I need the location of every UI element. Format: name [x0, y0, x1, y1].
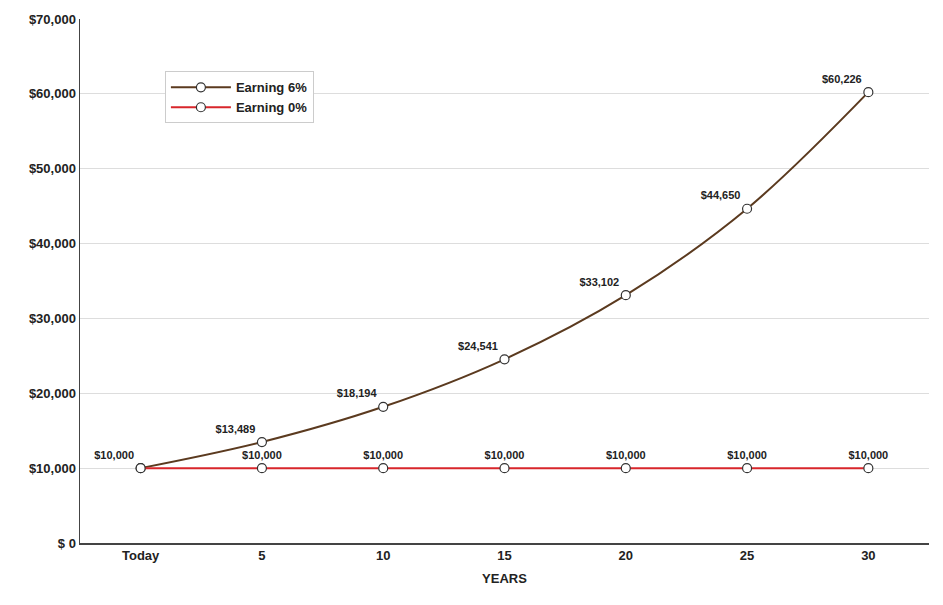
- svg-text:$30,000: $30,000: [29, 311, 76, 326]
- svg-text:$10,000: $10,000: [606, 449, 646, 461]
- svg-text:$33,102: $33,102: [579, 276, 619, 288]
- svg-text:Earning 0%: Earning 0%: [236, 100, 307, 115]
- svg-text:$10,000: $10,000: [29, 461, 76, 476]
- svg-text:YEARS: YEARS: [482, 571, 527, 586]
- svg-text:10: 10: [376, 548, 390, 563]
- svg-text:$50,000: $50,000: [29, 161, 76, 176]
- svg-text:$60,000: $60,000: [29, 86, 76, 101]
- svg-text:$10,000: $10,000: [485, 449, 525, 461]
- svg-text:5: 5: [258, 548, 265, 563]
- svg-text:$60,226: $60,226: [822, 73, 862, 85]
- svg-text:25: 25: [740, 548, 754, 563]
- svg-text:$10,000: $10,000: [727, 449, 767, 461]
- svg-text:$70,000: $70,000: [29, 12, 76, 27]
- svg-text:Earning 6%: Earning 6%: [236, 80, 307, 95]
- svg-text:$10,000: $10,000: [848, 449, 888, 461]
- svg-text:Today: Today: [122, 548, 160, 563]
- svg-text:30: 30: [861, 548, 875, 563]
- svg-text:$18,194: $18,194: [337, 387, 378, 399]
- svg-text:$ 0: $ 0: [58, 536, 76, 551]
- svg-text:$10,000: $10,000: [94, 449, 134, 461]
- svg-text:15: 15: [497, 548, 511, 563]
- svg-text:$10,000: $10,000: [242, 449, 282, 461]
- svg-text:20: 20: [619, 548, 633, 563]
- svg-text:$24,541: $24,541: [458, 340, 498, 352]
- svg-text:$10,000: $10,000: [363, 449, 403, 461]
- svg-text:$40,000: $40,000: [29, 236, 76, 251]
- svg-text:$44,650: $44,650: [701, 189, 741, 201]
- svg-text:$13,489: $13,489: [216, 423, 256, 435]
- svg-text:$20,000: $20,000: [29, 386, 76, 401]
